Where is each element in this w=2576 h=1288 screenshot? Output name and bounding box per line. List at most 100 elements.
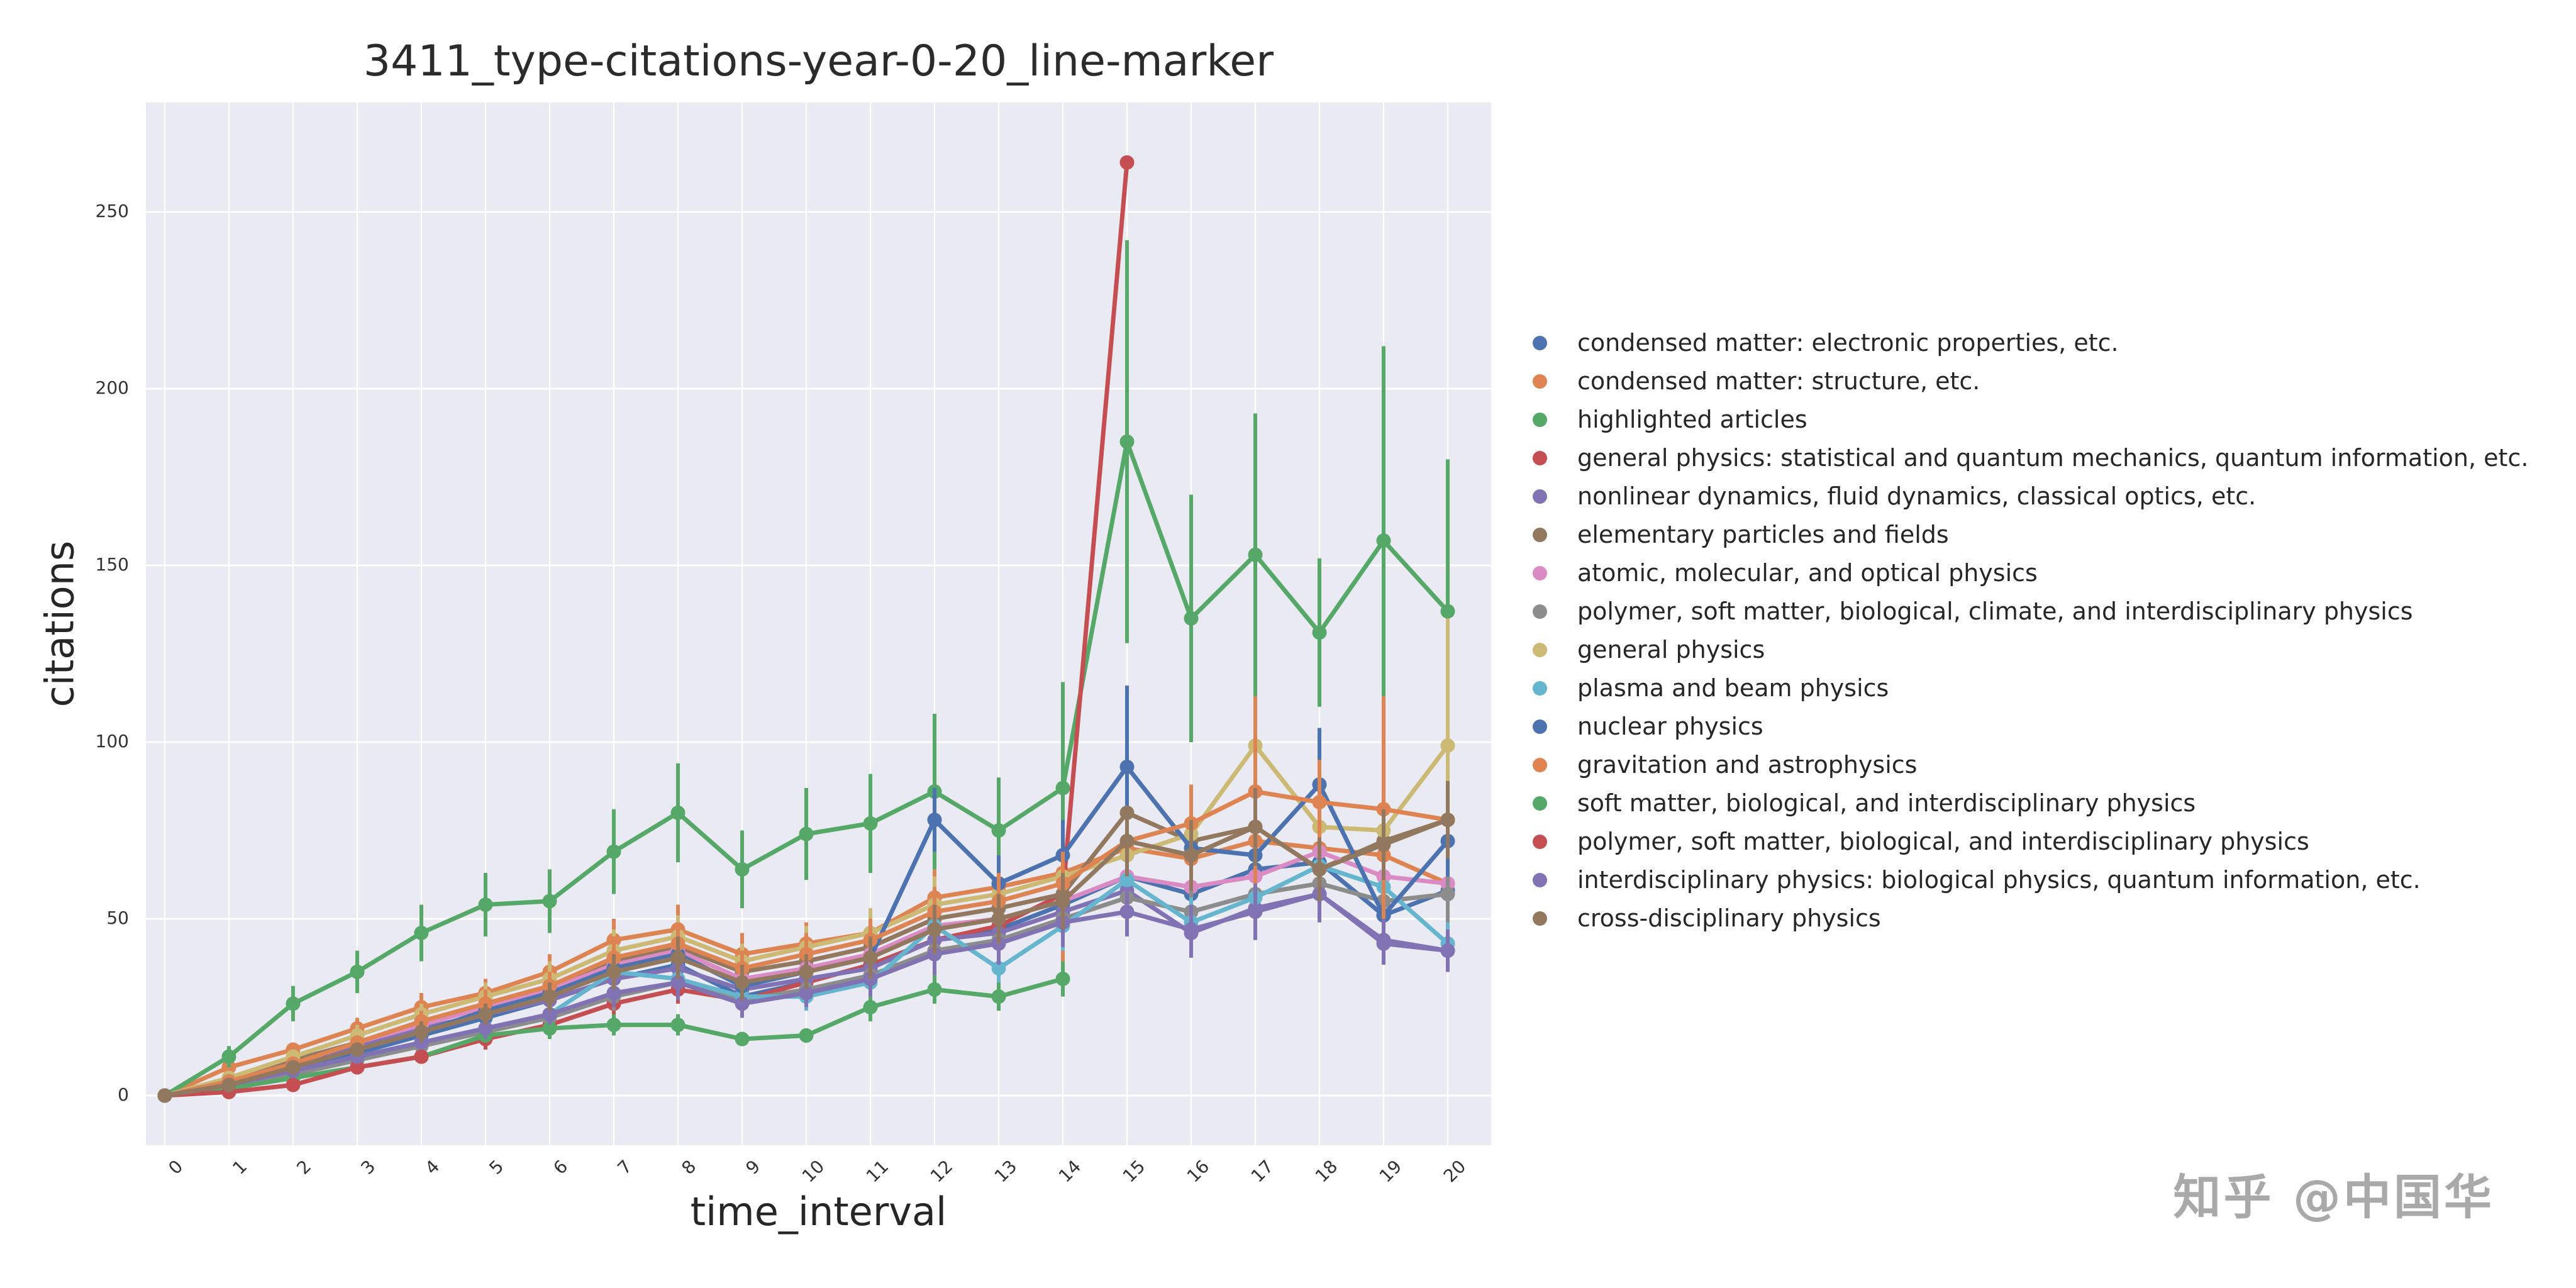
data-point [350, 964, 365, 979]
data-point [286, 1077, 301, 1092]
data-point [478, 1007, 493, 1022]
legend-entry-8: general physics [1533, 636, 1765, 663]
data-point [157, 1088, 172, 1103]
data-point [991, 823, 1006, 838]
data-point [927, 982, 942, 997]
legend-marker-icon [1533, 642, 1547, 657]
legend-entry-5: elementary particles and fields [1533, 521, 1949, 548]
data-point [1312, 862, 1327, 877]
legend-marker-icon [1533, 489, 1547, 504]
data-point [1440, 887, 1455, 902]
legend-marker-icon [1533, 834, 1547, 849]
legend-label: general physics [1577, 636, 1765, 663]
data-point [221, 1077, 236, 1092]
data-point [1248, 819, 1263, 835]
data-point [542, 989, 557, 1004]
data-point [863, 1000, 878, 1014]
data-point [286, 996, 301, 1011]
data-point [1440, 604, 1455, 619]
legend-marker-icon [1533, 872, 1547, 887]
data-point [1440, 943, 1455, 958]
data-point [478, 897, 493, 913]
legend-entry-14: interdisciplinary physics: biological ph… [1533, 866, 2421, 894]
data-point [1119, 759, 1135, 774]
legend-label: nuclear physics [1577, 713, 1763, 740]
legend-marker-icon [1533, 604, 1547, 619]
legend-entry-0: condensed matter: electronic properties,… [1533, 329, 2119, 357]
y-tick-label-200: 200 [95, 377, 129, 398]
data-point [1055, 780, 1070, 796]
data-point [799, 1028, 814, 1043]
data-point [1312, 795, 1327, 810]
data-point [1376, 837, 1391, 852]
legend-label: atomic, molecular, and optical physics [1577, 559, 2038, 587]
data-point [1119, 434, 1135, 449]
data-point [735, 862, 750, 877]
data-point [991, 961, 1006, 976]
data-point [606, 1018, 621, 1033]
legend-entry-1: condensed matter: structure, etc. [1533, 367, 1980, 395]
legend-marker-icon [1533, 565, 1547, 580]
legend-entry-3: general physics: statistical and quantum… [1533, 444, 2528, 472]
legend-label: soft matter, biological, and interdiscip… [1577, 789, 2196, 817]
data-point [1055, 894, 1070, 909]
y-tick-label-150: 150 [95, 554, 129, 575]
series-2 [157, 240, 1455, 1103]
data-point [670, 975, 686, 990]
legend-marker-icon [1533, 527, 1547, 542]
legend-marker-icon [1533, 719, 1547, 734]
data-point [1119, 872, 1135, 887]
data-point [991, 911, 1006, 926]
legend-label: condensed matter: electronic properties,… [1577, 329, 2119, 357]
data-point [670, 805, 686, 820]
data-point [863, 816, 878, 831]
data-point [350, 1060, 365, 1075]
data-point [606, 964, 621, 979]
data-point [286, 1060, 301, 1075]
legend-entry-12: soft matter, biological, and interdiscip… [1533, 789, 2196, 817]
data-point [350, 1042, 365, 1057]
legend-label: elementary particles and fields [1577, 521, 1949, 548]
data-point [221, 1049, 236, 1064]
data-point [799, 826, 814, 841]
data-point [606, 844, 621, 859]
legend-marker-icon [1533, 757, 1547, 772]
data-point [478, 1021, 493, 1036]
legend-label: general physics: statistical and quantum… [1577, 444, 2529, 472]
legend-label: interdisciplinary physics: biological ph… [1577, 866, 2421, 894]
data-point [799, 964, 814, 979]
watermark: 知乎 @中国华 [2173, 1169, 2494, 1225]
y-tick-label-250: 250 [95, 201, 129, 221]
data-point [1248, 547, 1263, 562]
data-point [1440, 738, 1455, 753]
data-point [606, 985, 621, 1001]
y-tick-label-0: 0 [118, 1084, 129, 1105]
legend-entry-6: atomic, molecular, and optical physics [1533, 559, 2038, 587]
legend-marker-icon [1533, 450, 1547, 465]
chart-title: 3411_type-citations-year-0-20_line-marke… [363, 36, 1274, 86]
legend-entry-9: plasma and beam physics [1533, 674, 1889, 702]
data-point [1184, 922, 1199, 937]
legend-label: gravitation and astrophysics [1577, 751, 1918, 779]
legend-entry-7: polymer, soft matter, biological, climat… [1533, 597, 2413, 625]
data-point [1440, 813, 1455, 828]
data-point [414, 1049, 429, 1064]
legend-marker-icon [1533, 911, 1547, 926]
data-point [1055, 972, 1070, 987]
data-point [670, 1018, 686, 1033]
legend-marker-icon [1533, 374, 1547, 389]
legend-marker-icon [1533, 796, 1547, 811]
data-point [1312, 625, 1327, 640]
legend-entry-2: highlighted articles [1533, 406, 1807, 433]
x-axis-label: time_interval [690, 1189, 947, 1235]
legend-label: cross-disciplinary physics [1577, 904, 1881, 932]
legend-label: polymer, soft matter, biological, climat… [1577, 597, 2413, 625]
legend-marker-icon [1533, 680, 1547, 696]
legend-entry-13: polymer, soft matter, biological, and in… [1533, 828, 2309, 855]
data-point [735, 996, 750, 1011]
data-point [414, 1024, 429, 1040]
legend-entry-11: gravitation and astrophysics [1533, 751, 1917, 779]
series-15 [157, 780, 1455, 1103]
data-point [1184, 848, 1199, 863]
data-point [735, 1031, 750, 1046]
